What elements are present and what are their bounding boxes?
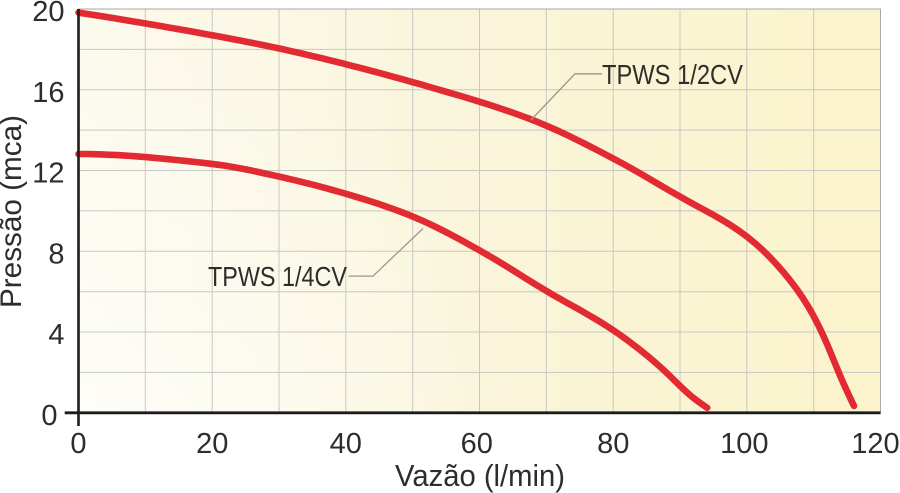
svg-text:120: 120 xyxy=(851,428,899,460)
svg-text:TPWS 1/2CV: TPWS 1/2CV xyxy=(602,59,743,90)
svg-text:20: 20 xyxy=(196,428,228,460)
svg-text:Vazão (l/min): Vazão (l/min) xyxy=(395,458,565,493)
svg-text:0: 0 xyxy=(41,400,57,432)
svg-text:80: 80 xyxy=(597,428,629,460)
svg-text:16: 16 xyxy=(32,77,64,109)
svg-text:60: 60 xyxy=(461,428,493,460)
svg-text:20: 20 xyxy=(32,0,64,28)
svg-text:40: 40 xyxy=(330,428,362,460)
svg-text:0: 0 xyxy=(70,428,86,460)
svg-text:12: 12 xyxy=(32,158,64,190)
svg-text:8: 8 xyxy=(48,238,64,270)
svg-text:100: 100 xyxy=(720,428,768,460)
svg-text:Pressão (mca): Pressão (mca) xyxy=(0,115,28,308)
svg-text:TPWS 1/4CV: TPWS 1/4CV xyxy=(208,261,347,292)
svg-text:4: 4 xyxy=(48,319,64,351)
